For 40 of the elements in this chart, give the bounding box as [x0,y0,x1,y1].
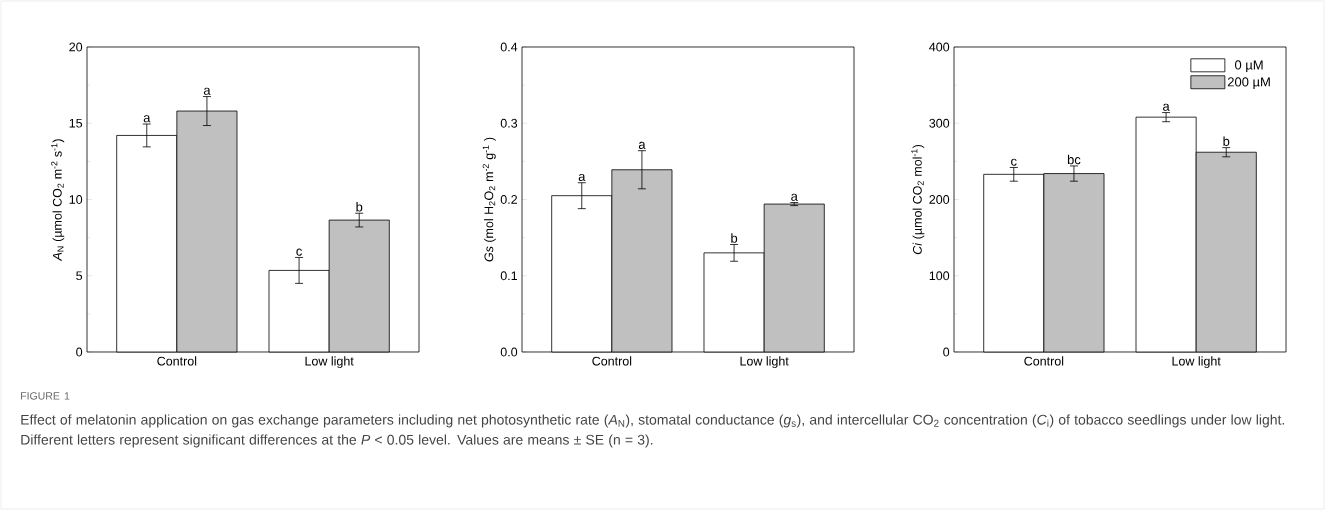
annotation: a [143,115,151,123]
y-axis-title: Ci (µmol CO$_{2}$ mol$^{-1}$) [911,144,925,255]
y-tick-label: 0.1 [500,271,518,281]
text: Gs (mol H$_{2}$O$_{2}$ m$^{-2}$ g$^{-1}$ ) [482,137,496,262]
caption: FIGURE 1 [21,392,70,400]
y-tick-label: 0 [943,347,950,357]
x-tick-label: Control [1024,356,1064,366]
x-tick-label: Control [592,356,632,366]
legend-label: 0 µM [1235,60,1263,73]
y-tick-label: 100 [929,271,950,281]
y-tick-label: 20 [69,42,83,52]
y-tick-label: 200 [929,195,950,204]
y-tick-label: 0.0 [500,347,518,357]
annotation: a [791,193,798,201]
annotation: b [731,233,738,243]
annotation: a [638,141,646,149]
y-tick-label: 10 [69,195,83,204]
annotation: a [1163,103,1170,111]
y-tick-label: 0.4 [500,42,518,52]
annotation: a [203,87,211,95]
y-tick-label: 400 [929,42,950,52]
annotation: b [1223,136,1230,146]
y-tick-label: 5 [76,271,83,281]
x-tick-label: Low light [740,356,789,369]
text: A$_{N}$ (µmol CO$_{2}$ m$^{-2}$ s$^{-1}$) [51,139,65,262]
y-tick-label: 0.2 [500,195,518,204]
x-tick-label: Low light [1172,356,1221,369]
y-tick-label: 0.3 [500,118,518,128]
annotation: c [1011,158,1017,166]
annotation: a [578,173,586,182]
annotation: c [296,248,302,256]
y-tick-label: 300 [929,118,950,128]
y-tick-label: 15 [69,118,83,128]
x-tick-label: Low light [305,356,354,369]
x-tick-label: Control [157,356,197,366]
annotation: bc [1067,154,1081,165]
annotation: b [356,201,363,212]
legend-label: 200 µM [1227,77,1270,90]
y-tick-label: 0 [76,347,83,357]
text: Effect of melatonin application on gas exchange parameters including net photosynthetic rate (A$_{N}$), stomatal conductance (g$_{s}$), and intercellular CO$_{2}$ concentration (C$_{i}$) of tobacco seedlings under low light. Different letters represent significant differences at the P < 0.05 level. Values are means ± SE (n = 3). [21,414,1285,448]
